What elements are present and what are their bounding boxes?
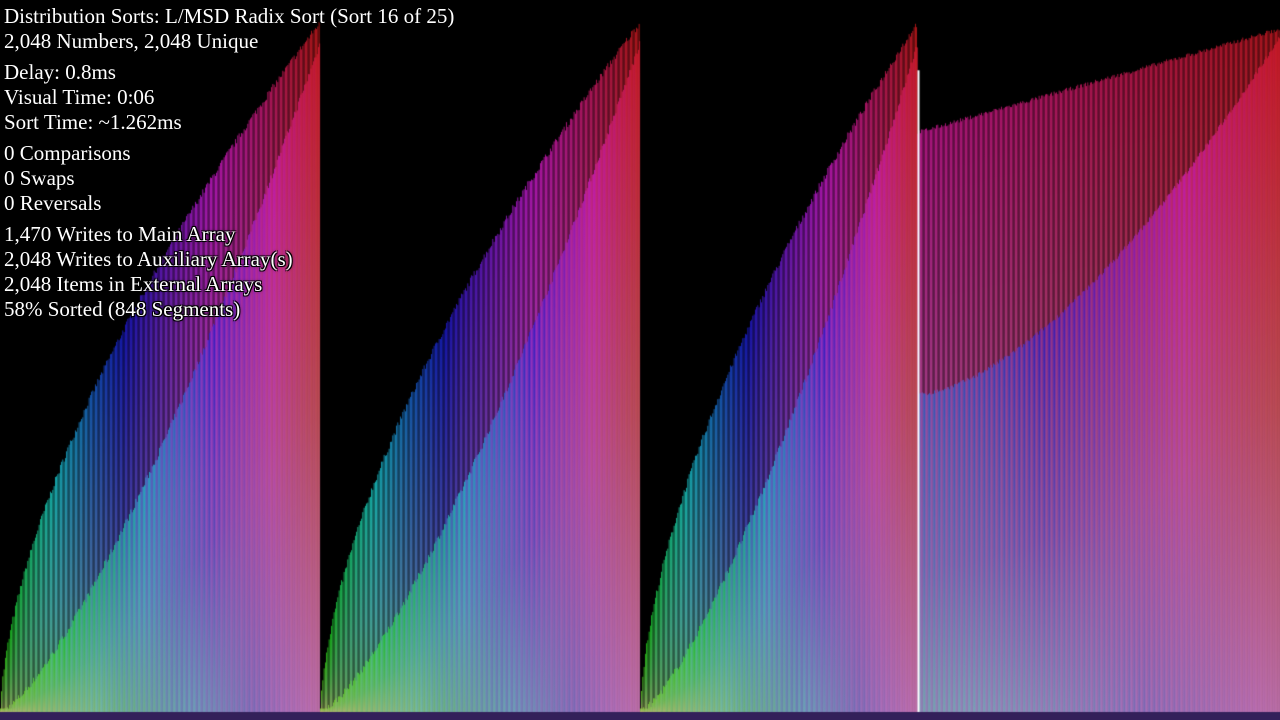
array-bars-canvas — [0, 0, 1280, 720]
sort-visualizer: Distribution Sorts: L/MSD Radix Sort (So… — [0, 0, 1280, 720]
